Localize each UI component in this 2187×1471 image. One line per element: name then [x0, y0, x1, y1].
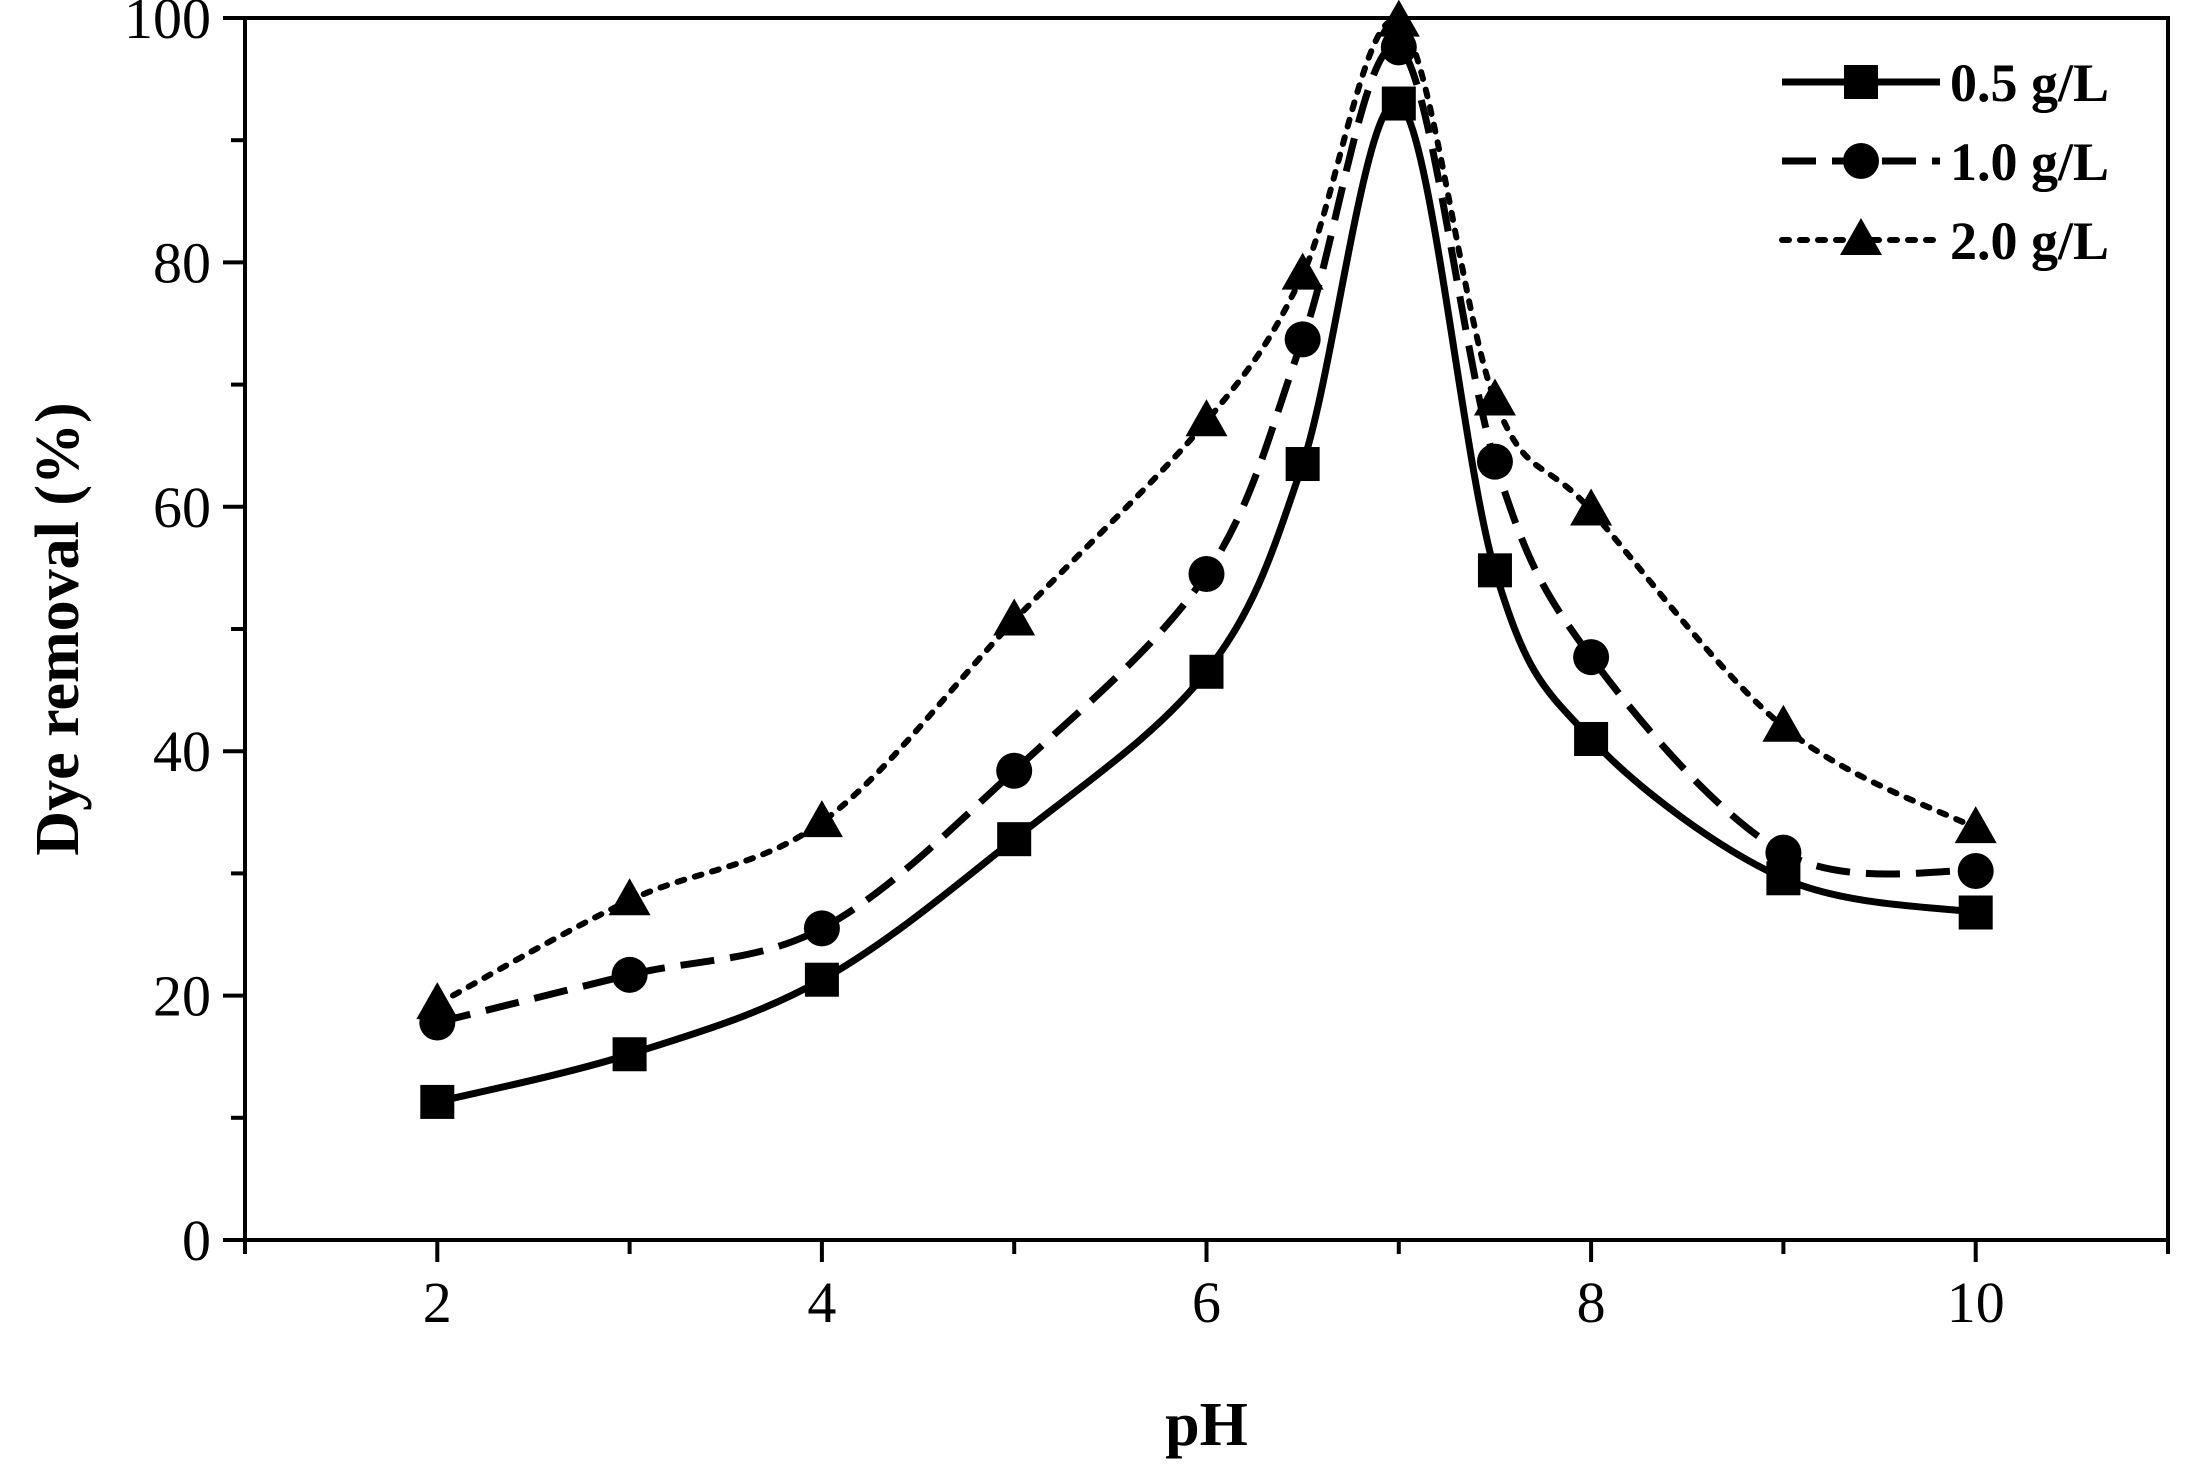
legend: 0.5 g/L 1.0 g/L 2.0 g/L [1779, 53, 2109, 271]
data-point-circle [1957, 852, 1994, 889]
plot-frame [243, 16, 2170, 1242]
data-point-circle [803, 910, 840, 947]
legend-marker-circle [1843, 143, 1879, 179]
data-point-circle [1380, 29, 1417, 66]
data-point-circle [1284, 321, 1321, 358]
data-point-triangle [608, 878, 651, 916]
data-point-square [1189, 654, 1224, 689]
data-point-triangle [1762, 704, 1805, 742]
data-point-triangle [1954, 806, 1997, 844]
data-point-square [1766, 861, 1801, 896]
data-point-circle [1188, 556, 1225, 593]
data-point-circle [996, 752, 1033, 789]
legend-label: 2.0 g/L [1950, 211, 2109, 271]
y-tick-label: 0 [182, 1208, 211, 1273]
data-point-square [1574, 721, 1609, 756]
legend-entry: 2.0 g/L [1779, 211, 2109, 271]
data-point-square [997, 822, 1032, 857]
data-point-square [1285, 447, 1320, 482]
data-point-square [1381, 86, 1416, 121]
legend-entry: 1.0 g/L [1782, 132, 2109, 192]
data-point-square [1958, 895, 1993, 930]
data-point-circle [419, 1004, 456, 1041]
data-point-circle [1573, 639, 1610, 676]
x-tick-label: 4 [807, 1270, 836, 1335]
y-tick-label: 20 [153, 964, 211, 1029]
y-tick-label: 60 [153, 475, 211, 540]
y-tick-label: 40 [153, 719, 211, 784]
data-point-circle [1476, 443, 1513, 480]
legend-marker-triangle [1840, 218, 1882, 255]
y-tick-label: 100 [124, 0, 211, 51]
data-point-triangle [1281, 252, 1324, 290]
data-point-triangle [1377, 0, 1420, 37]
legend-label: 0.5 g/L [1950, 53, 2109, 113]
data-point-circle [611, 956, 648, 993]
data-point-square [804, 962, 839, 997]
series-1-0-g-l [419, 29, 1994, 1041]
data-point-square [1477, 553, 1512, 588]
plot-series [416, 0, 1997, 1119]
legend-marker-square [1844, 65, 1878, 99]
x-tick-label: 2 [423, 1270, 452, 1335]
legend-label: 1.0 g/L [1950, 132, 2109, 192]
data-point-triangle [800, 800, 843, 838]
y-axis-title: Dye removal (%) [24, 402, 92, 855]
series-0-5-g-l [420, 86, 1993, 1119]
series-line-3 [434, 17, 1979, 1008]
x-axis-title: pH [1165, 1391, 1248, 1459]
series-line-2 [436, 42, 1977, 1026]
data-point-triangle [1185, 399, 1228, 437]
x-tick-label: 6 [1192, 1270, 1221, 1335]
data-point-triangle [1570, 488, 1613, 526]
x-tick-label: 8 [1577, 1270, 1606, 1335]
data-point-triangle [993, 598, 1036, 636]
data-point-square [612, 1037, 647, 1072]
x-tick-label: 10 [1947, 1270, 2005, 1335]
y-tick-label: 80 [153, 230, 211, 295]
series-line-1 [436, 99, 1977, 1106]
legend-entry: 0.5 g/L [1782, 53, 2109, 113]
data-point-square [420, 1084, 455, 1119]
